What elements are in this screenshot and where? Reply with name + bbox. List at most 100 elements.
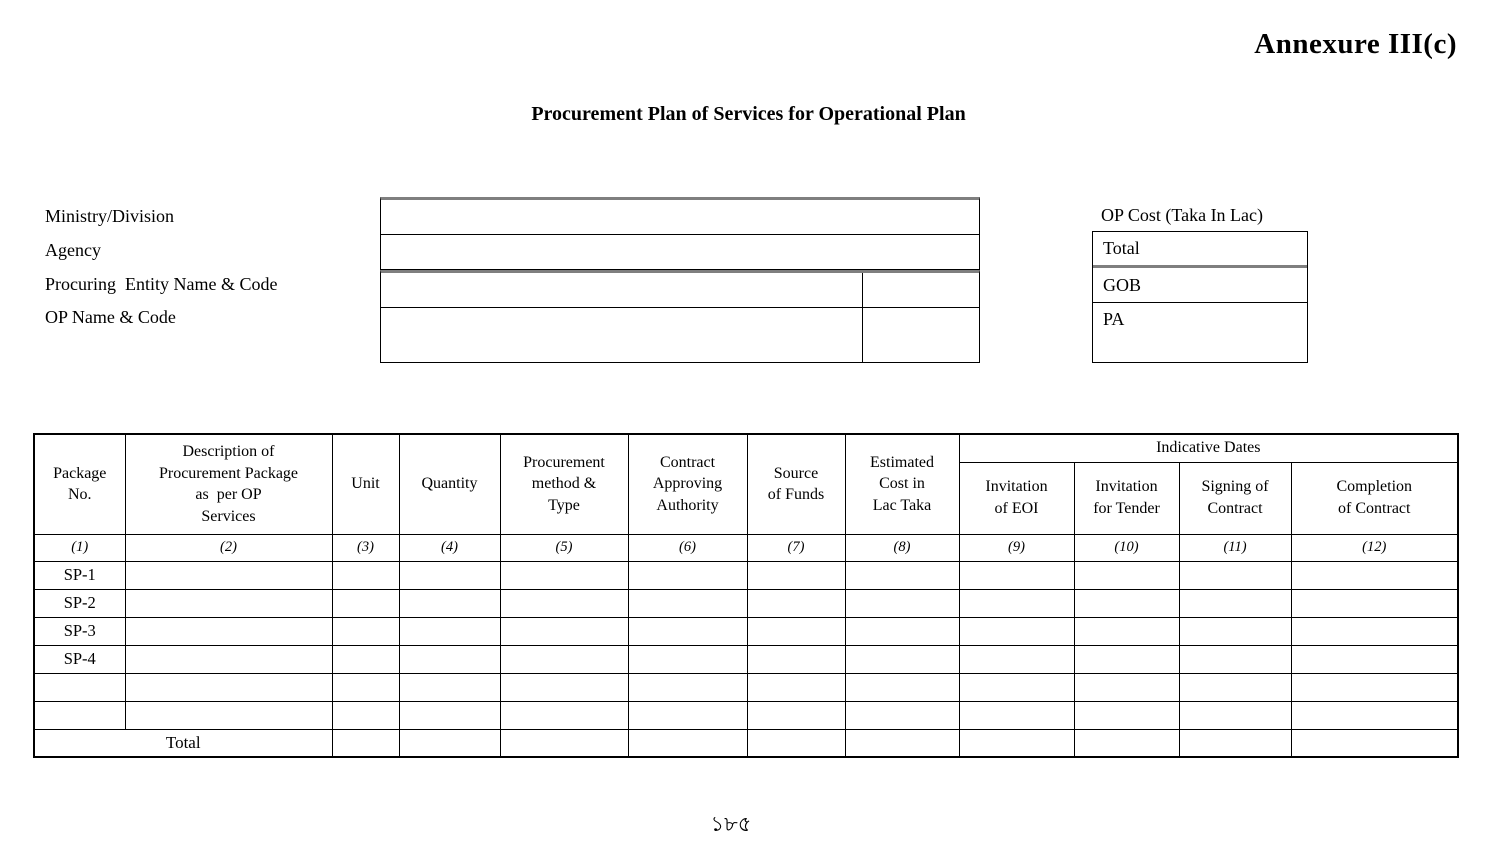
op-cost-table: Total GOB PA	[1092, 231, 1308, 363]
procuring-entity-code-field[interactable]	[863, 273, 979, 308]
data-cell[interactable]	[844, 560, 960, 590]
data-cell[interactable]	[746, 672, 846, 702]
data-cell[interactable]	[958, 700, 1075, 730]
data-cell[interactable]	[746, 644, 846, 674]
package-no-cell[interactable]	[33, 700, 126, 730]
data-cell[interactable]	[499, 616, 629, 646]
data-cell[interactable]	[746, 728, 846, 758]
data-cell[interactable]	[627, 728, 748, 758]
data-cell[interactable]	[627, 644, 748, 674]
data-cell[interactable]	[398, 672, 501, 702]
page-title: Procurement Plan of Services for Operati…	[531, 103, 966, 125]
data-cell[interactable]	[499, 728, 629, 758]
data-cell[interactable]	[1178, 616, 1292, 646]
data-cell[interactable]	[1178, 672, 1292, 702]
data-cell[interactable]	[398, 588, 501, 618]
data-cell[interactable]	[124, 672, 333, 702]
data-cell[interactable]	[844, 616, 960, 646]
data-cell[interactable]	[331, 644, 400, 674]
data-cell[interactable]	[1290, 644, 1459, 674]
op-code-field[interactable]	[863, 308, 979, 362]
data-cell[interactable]	[1290, 728, 1459, 758]
data-cell[interactable]	[398, 700, 501, 730]
data-cell[interactable]	[124, 700, 333, 730]
data-cell[interactable]	[1073, 672, 1180, 702]
data-cell[interactable]	[627, 588, 748, 618]
data-cell[interactable]	[746, 700, 846, 730]
table-row-sp4: SP-4	[33, 644, 1459, 674]
col-number-6: (6)	[627, 533, 748, 562]
data-cell[interactable]	[398, 560, 501, 590]
data-cell[interactable]	[958, 728, 1075, 758]
data-cell[interactable]	[1290, 700, 1459, 730]
data-cell[interactable]	[1178, 644, 1292, 674]
data-cell[interactable]	[746, 588, 846, 618]
data-cell[interactable]	[1073, 700, 1180, 730]
data-cell[interactable]	[844, 672, 960, 702]
data-cell[interactable]	[627, 672, 748, 702]
data-cell[interactable]	[398, 616, 501, 646]
agency-field[interactable]	[381, 235, 979, 269]
table-total-row: Total	[33, 728, 1459, 758]
op-name-code-label: OP Name & Code	[45, 307, 176, 327]
op-cost-row-pa[interactable]: PA	[1093, 303, 1307, 359]
procuring-entity-label: Procuring Entity Name & Code	[45, 274, 278, 294]
data-cell[interactable]	[331, 672, 400, 702]
data-cell[interactable]	[331, 616, 400, 646]
data-cell[interactable]	[331, 560, 400, 590]
data-cell[interactable]	[1178, 700, 1292, 730]
data-cell[interactable]	[627, 560, 748, 590]
data-cell[interactable]	[746, 560, 846, 590]
data-cell[interactable]	[958, 672, 1075, 702]
data-cell[interactable]	[627, 700, 748, 730]
ministry-division-field[interactable]	[381, 200, 979, 235]
col-header-package-no: Package No.	[33, 433, 126, 535]
data-cell[interactable]	[958, 644, 1075, 674]
procuring-entity-name-field[interactable]	[381, 273, 863, 308]
data-cell[interactable]	[499, 672, 629, 702]
data-cell[interactable]	[1290, 616, 1459, 646]
op-cost-row-gob[interactable]: GOB	[1093, 268, 1307, 303]
op-cost-row-total[interactable]: Total	[1093, 232, 1307, 268]
data-cell[interactable]	[1073, 644, 1180, 674]
data-cell[interactable]	[1073, 560, 1180, 590]
data-cell[interactable]	[844, 728, 960, 758]
op-name-field[interactable]	[381, 308, 863, 362]
data-cell[interactable]	[627, 616, 748, 646]
data-cell[interactable]	[1073, 616, 1180, 646]
data-cell[interactable]	[844, 588, 960, 618]
data-cell[interactable]	[844, 644, 960, 674]
data-cell[interactable]	[398, 728, 501, 758]
data-cell[interactable]	[1290, 560, 1459, 590]
data-cell[interactable]	[1073, 588, 1180, 618]
data-cell[interactable]	[124, 560, 333, 590]
data-cell[interactable]	[746, 616, 846, 646]
package-no-cell[interactable]	[33, 672, 126, 702]
col-number-4: (4)	[398, 533, 501, 562]
data-cell[interactable]	[331, 700, 400, 730]
op-cost-total-label: Total	[1103, 238, 1140, 258]
data-cell[interactable]	[124, 588, 333, 618]
data-cell[interactable]	[398, 644, 501, 674]
data-cell[interactable]	[499, 644, 629, 674]
page-number: ১৮৫	[710, 812, 752, 836]
data-cell[interactable]	[1178, 728, 1292, 758]
data-cell[interactable]	[844, 700, 960, 730]
procurement-plan-table: Package No. Description of Procurement P…	[33, 433, 1460, 758]
data-cell[interactable]	[958, 588, 1075, 618]
data-cell[interactable]	[124, 644, 333, 674]
data-cell[interactable]	[499, 560, 629, 590]
data-cell[interactable]	[1290, 672, 1459, 702]
data-cell[interactable]	[124, 616, 333, 646]
data-cell[interactable]	[1178, 560, 1292, 590]
data-cell[interactable]	[331, 728, 400, 758]
data-cell[interactable]	[1178, 588, 1292, 618]
data-cell[interactable]	[958, 616, 1075, 646]
data-cell[interactable]	[331, 588, 400, 618]
data-cell[interactable]	[499, 700, 629, 730]
data-cell[interactable]	[499, 588, 629, 618]
package-no-cell: SP-2	[33, 588, 126, 618]
data-cell[interactable]	[1073, 728, 1180, 758]
data-cell[interactable]	[1290, 588, 1459, 618]
data-cell[interactable]	[958, 560, 1075, 590]
